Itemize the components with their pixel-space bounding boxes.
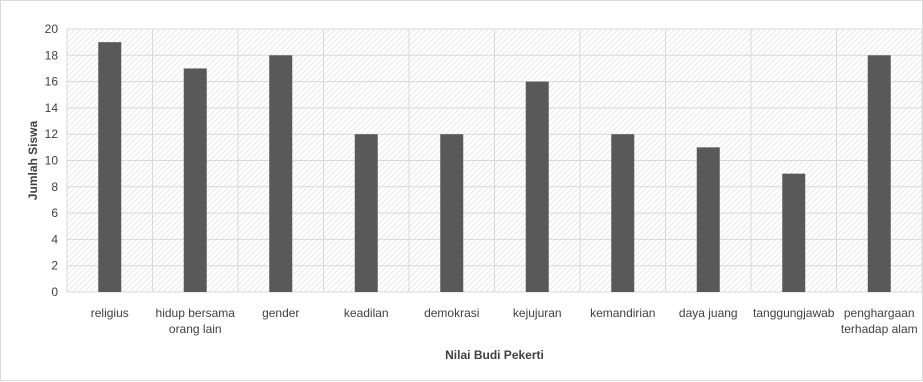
y-tick-label: 10 [45, 154, 59, 168]
bar [867, 55, 891, 292]
x-category-label: penghargaan terhadap alam [841, 306, 918, 336]
bar [183, 68, 207, 292]
y-tick-label: 16 [45, 75, 59, 89]
bar [354, 134, 378, 292]
y-tick-label: 6 [51, 206, 58, 220]
bar [696, 147, 720, 292]
y-tick-label: 8 [51, 180, 58, 194]
x-category-label: kejujuran [513, 306, 562, 320]
bar [525, 81, 549, 292]
y-tick-label: 0 [51, 285, 58, 299]
x-category-label: keadilan [344, 306, 389, 320]
y-tick-label: 18 [45, 48, 59, 62]
x-axis-title: Nilai Budi Pekerti [445, 348, 544, 362]
x-category-label: tanggungjawab [753, 306, 835, 320]
y-tick-label: 20 [45, 22, 59, 36]
bar [98, 42, 122, 293]
y-axis-ticks: 0 2 4 6 8 10 12 14 16 18 20 [45, 22, 59, 299]
bars [98, 42, 891, 293]
x-category-label: daya juang [679, 306, 738, 320]
y-axis-title: Jumlah Siswa [26, 120, 40, 200]
gridlines [66, 28, 923, 293]
x-category-label: religius [91, 306, 129, 320]
x-axis-categories: religius hidup bersama orang lain gender kea… [91, 306, 918, 336]
x-category-label: hidup bersama orang lain [156, 306, 236, 336]
x-category-label: demokrasi [424, 306, 479, 320]
x-category-label: kemandirian [590, 306, 655, 320]
y-tick-label: 4 [51, 232, 58, 246]
bar [440, 134, 464, 292]
y-tick-label: 14 [45, 101, 59, 115]
bar [611, 134, 635, 292]
x-category-label: gender [262, 306, 299, 320]
bar [269, 55, 293, 292]
bar [782, 173, 806, 292]
y-tick-label: 2 [51, 259, 58, 273]
y-tick-label: 12 [45, 127, 59, 141]
